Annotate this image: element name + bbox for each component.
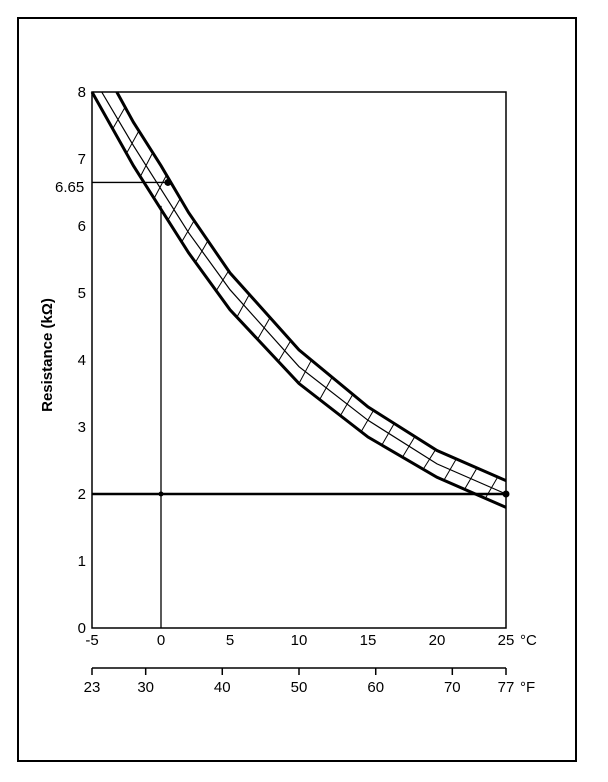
plot-area: [91, 91, 507, 629]
y-tick-label: 8: [78, 84, 86, 101]
y-tick-label: 4: [78, 352, 86, 369]
x-tick-label: 15: [360, 632, 377, 649]
x-tick-label: 25: [498, 632, 515, 649]
x-axis-unit-fahrenheit: °F: [520, 679, 535, 696]
band-hatch-line: [112, 106, 126, 130]
reference-point: [164, 178, 172, 186]
series-lower-curve: [90, 91, 507, 509]
series-center-curve: [101, 91, 507, 495]
y-tick-label: 2: [78, 486, 86, 503]
y-axis-label: Resistance (kΩ): [39, 298, 56, 412]
band-hatch-line: [339, 394, 354, 416]
fahrenheit-tick-label: 77: [498, 679, 515, 696]
band-hatch-line: [215, 270, 230, 292]
band-hatch-line: [319, 377, 333, 400]
y-tick-label: 5: [78, 285, 86, 302]
x-tick-label: 0: [157, 632, 165, 649]
reference-point: [158, 491, 164, 497]
fahrenheit-tick-label: 60: [367, 679, 384, 696]
x-axis-unit-celsius: °C: [520, 632, 537, 649]
band-hatch-line: [402, 436, 416, 458]
x-tick-label: 20: [429, 632, 446, 649]
x-tick-label: -5: [85, 632, 98, 649]
y-tick-label: 6: [78, 218, 86, 235]
x-tick-label: 5: [226, 632, 234, 649]
y-tick-label: 3: [78, 419, 86, 436]
band-hatch-line: [257, 317, 271, 340]
band-hatch-line: [381, 423, 395, 446]
fahrenheit-tick-label: 50: [291, 679, 308, 696]
y-tick-label: 1: [78, 553, 86, 570]
fahrenheit-tick-label: 30: [137, 679, 154, 696]
fahrenheit-tick-label: 70: [444, 679, 461, 696]
series-upper-curve: [115, 91, 507, 482]
band-hatch-line: [126, 130, 140, 154]
band-hatch-line: [236, 294, 250, 318]
y-annotation-label: 6.65: [55, 179, 84, 196]
reference-point: [502, 490, 510, 498]
y-tick-label: 0: [78, 620, 86, 637]
y-tick-label: 7: [78, 151, 86, 168]
x-tick-label: 10: [291, 632, 308, 649]
fahrenheit-tick-label: 40: [214, 679, 231, 696]
band-hatch-line: [153, 174, 167, 199]
chart-frame: [17, 17, 577, 762]
fahrenheit-tick-label: 23: [84, 679, 101, 696]
band-hatch-line: [360, 410, 374, 432]
band-hatch-line: [139, 152, 154, 177]
